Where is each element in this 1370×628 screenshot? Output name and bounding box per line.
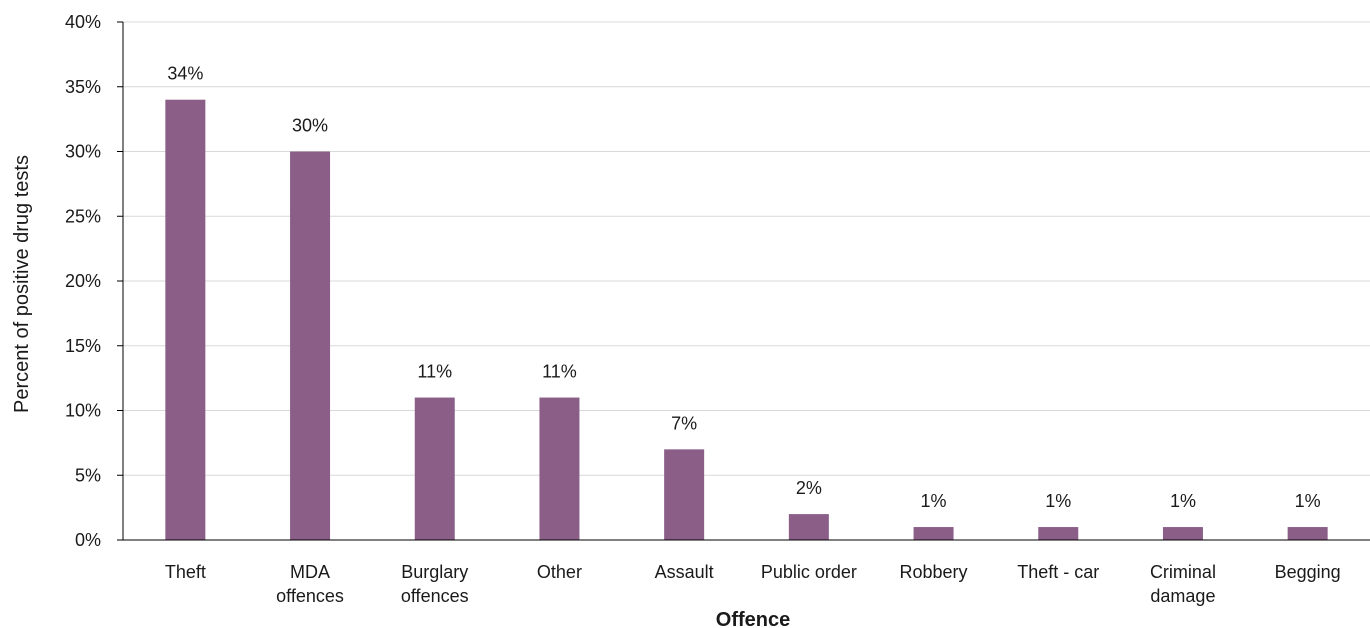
bars bbox=[165, 99, 1328, 540]
x-category-label: Public order bbox=[761, 562, 857, 582]
x-axis-title: Offence bbox=[716, 609, 790, 628]
x-category-label: Robbery bbox=[900, 562, 968, 582]
y-tick-labels: 0% 5% 10% 15% 20% 25% 30% 35% 40% bbox=[65, 12, 101, 550]
gridlines bbox=[123, 21, 1370, 476]
x-category-label: Other bbox=[537, 562, 582, 582]
y-tick-label: 5% bbox=[75, 465, 101, 485]
y-tick-label: 30% bbox=[65, 142, 101, 162]
data-label: 11% bbox=[417, 362, 452, 382]
bar-mda-offences bbox=[290, 151, 331, 540]
data-label: 2% bbox=[796, 478, 822, 498]
bar-robbery bbox=[913, 527, 954, 540]
axes bbox=[117, 21, 1370, 541]
data-label: 7% bbox=[671, 413, 697, 433]
y-tick-label: 20% bbox=[65, 271, 101, 291]
y-tick-label: 40% bbox=[65, 12, 101, 32]
y-tick-label: 25% bbox=[65, 206, 101, 226]
y-tick-label: 15% bbox=[65, 336, 101, 356]
bar-other bbox=[539, 397, 580, 540]
data-label: 1% bbox=[1045, 491, 1071, 511]
x-category-label: Theft bbox=[165, 562, 206, 582]
y-axis-title: Percent of positive drug tests bbox=[11, 155, 33, 413]
y-tick-label: 0% bbox=[75, 530, 101, 550]
data-label: 1% bbox=[921, 491, 947, 511]
bar-theft-car bbox=[1038, 527, 1079, 540]
data-label: 1% bbox=[1295, 491, 1321, 511]
bar-assault bbox=[664, 449, 705, 540]
data-label: 1% bbox=[1170, 491, 1196, 511]
x-category-labels: Theft MDA offences Burglary offences Other Ass… bbox=[165, 562, 1341, 606]
bar-burglary-offences bbox=[414, 397, 455, 540]
data-label: 34% bbox=[167, 64, 203, 84]
bar-public-order bbox=[788, 514, 829, 540]
bar-criminal-damage bbox=[1162, 527, 1203, 540]
bar-begging bbox=[1287, 527, 1328, 540]
x-category-label: Theft - car bbox=[1017, 562, 1099, 582]
x-category-label: MDA offences bbox=[276, 562, 344, 606]
y-tick-label: 35% bbox=[65, 77, 101, 97]
x-category-label: Burglary offences bbox=[401, 562, 469, 606]
x-category-label: Criminal damage bbox=[1150, 562, 1216, 606]
data-label: 30% bbox=[292, 116, 328, 136]
x-category-label: Assault bbox=[655, 562, 714, 582]
bar-theft bbox=[165, 99, 206, 540]
x-category-label: Begging bbox=[1275, 562, 1341, 582]
data-labels: 34% 30% 11% 11% 7% 2% 1% 1% 1% 1% bbox=[167, 64, 1320, 511]
y-tick-label: 10% bbox=[65, 401, 101, 421]
data-label: 11% bbox=[542, 362, 577, 382]
